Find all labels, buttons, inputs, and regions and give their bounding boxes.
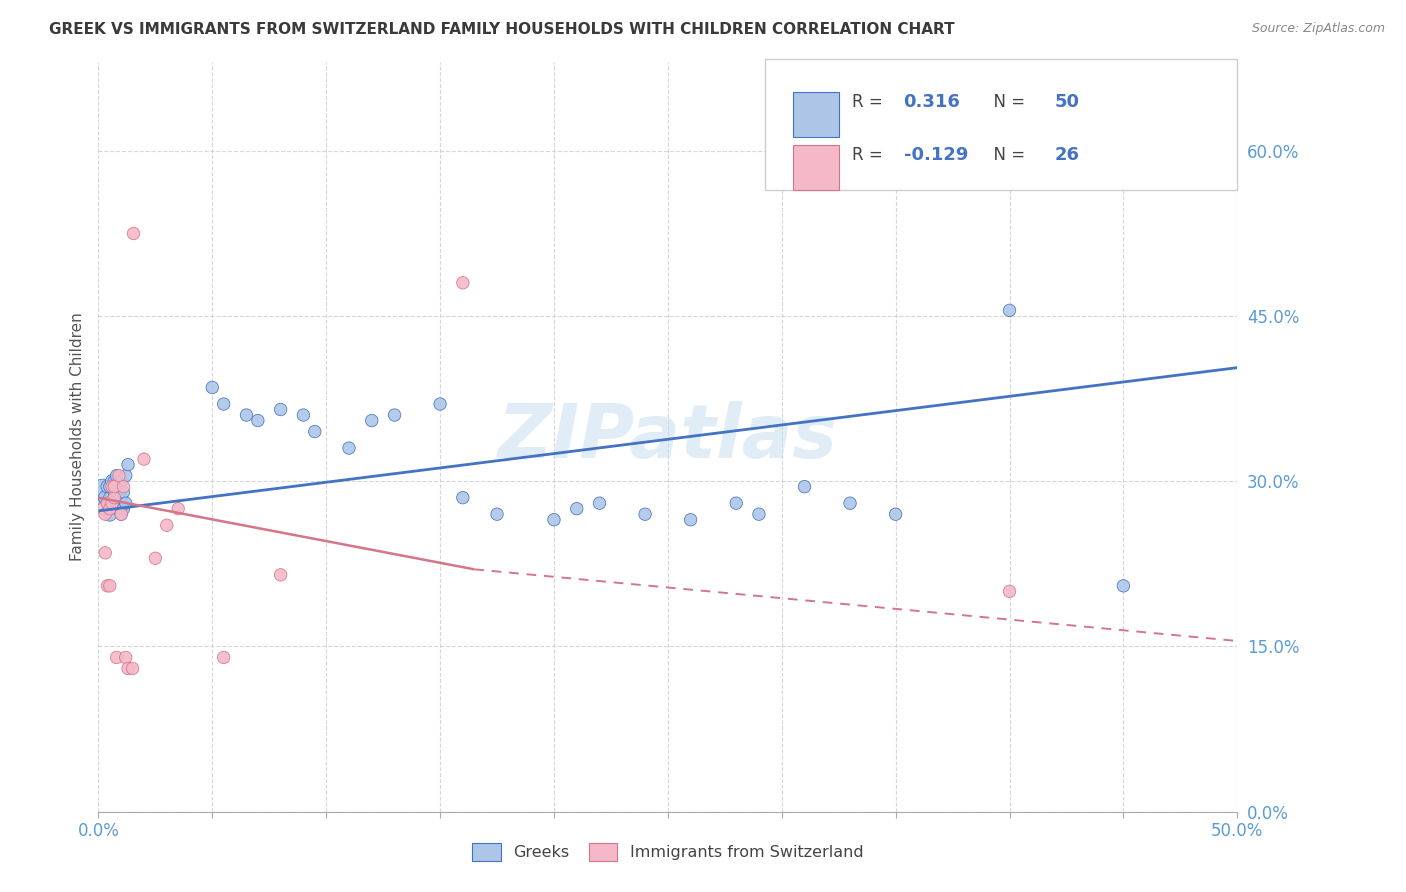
Point <box>235 408 257 422</box>
Point <box>105 650 128 665</box>
Text: R =: R = <box>852 93 889 112</box>
Point <box>565 501 588 516</box>
Legend: Greeks, Immigrants from Switzerland: Greeks, Immigrants from Switzerland <box>465 836 870 867</box>
Point <box>156 518 179 533</box>
Point <box>105 468 128 483</box>
Text: 0.316: 0.316 <box>904 93 960 112</box>
Text: N =: N = <box>983 93 1031 112</box>
Point <box>101 496 124 510</box>
Point <box>1112 579 1135 593</box>
Point <box>98 480 121 494</box>
Text: ZIPatlas: ZIPatlas <box>498 401 838 474</box>
Text: R =: R = <box>852 145 889 163</box>
Point <box>167 501 190 516</box>
Point <box>98 507 121 521</box>
Point <box>105 501 128 516</box>
Point <box>132 452 155 467</box>
Point <box>91 501 114 516</box>
Point <box>679 513 702 527</box>
Point <box>91 485 114 500</box>
Point <box>270 567 292 582</box>
Point <box>121 661 143 675</box>
Point <box>108 496 131 510</box>
Point <box>101 496 124 510</box>
Point <box>246 413 269 427</box>
Point <box>117 458 139 472</box>
Point <box>108 468 131 483</box>
Point <box>793 480 815 494</box>
Point <box>384 408 406 422</box>
Point <box>634 507 657 521</box>
Point <box>108 480 131 494</box>
Point <box>998 584 1021 599</box>
Point <box>112 480 135 494</box>
Point <box>101 474 124 488</box>
Point <box>96 496 118 510</box>
Text: N =: N = <box>983 145 1031 163</box>
Point <box>112 501 135 516</box>
Point <box>429 397 451 411</box>
Point <box>725 496 748 510</box>
Point <box>588 496 610 510</box>
Point <box>304 425 326 439</box>
Point <box>94 507 117 521</box>
Point <box>360 413 382 427</box>
Point <box>103 485 125 500</box>
Point <box>451 276 474 290</box>
Point <box>114 496 136 510</box>
Point <box>486 507 509 521</box>
Point <box>96 480 118 494</box>
Point <box>98 579 121 593</box>
Point <box>103 474 125 488</box>
Point <box>110 507 132 521</box>
Point <box>543 513 565 527</box>
Point <box>337 441 360 455</box>
Point <box>112 485 135 500</box>
Point <box>105 485 128 500</box>
Y-axis label: Family Households with Children: Family Households with Children <box>69 313 84 561</box>
Point <box>98 491 121 505</box>
Text: -0.129: -0.129 <box>904 145 967 163</box>
Point <box>110 507 132 521</box>
Point <box>292 408 315 422</box>
Point <box>110 491 132 505</box>
Text: GREEK VS IMMIGRANTS FROM SWITZERLAND FAMILY HOUSEHOLDS WITH CHILDREN CORRELATION: GREEK VS IMMIGRANTS FROM SWITZERLAND FAM… <box>49 22 955 37</box>
Point <box>96 496 118 510</box>
Point <box>101 480 124 494</box>
FancyBboxPatch shape <box>793 145 839 190</box>
Point <box>748 507 770 521</box>
Point <box>145 551 167 566</box>
Point <box>270 402 292 417</box>
Text: 26: 26 <box>1054 145 1080 163</box>
Point <box>121 226 143 240</box>
Point <box>212 397 235 411</box>
Text: Source: ZipAtlas.com: Source: ZipAtlas.com <box>1251 22 1385 36</box>
Point <box>110 474 132 488</box>
Point <box>114 650 136 665</box>
Point <box>98 501 121 516</box>
Text: 50: 50 <box>1054 93 1080 112</box>
Point <box>103 491 125 505</box>
FancyBboxPatch shape <box>765 59 1237 190</box>
Point <box>103 480 125 494</box>
FancyBboxPatch shape <box>793 93 839 137</box>
Point <box>103 491 125 505</box>
Point <box>451 491 474 505</box>
Point <box>94 491 117 505</box>
Point <box>117 661 139 675</box>
Point <box>94 546 117 560</box>
Point <box>839 496 862 510</box>
Point <box>201 380 224 394</box>
Point <box>884 507 907 521</box>
Point <box>96 579 118 593</box>
Point <box>998 303 1021 318</box>
Point <box>212 650 235 665</box>
Point <box>114 468 136 483</box>
